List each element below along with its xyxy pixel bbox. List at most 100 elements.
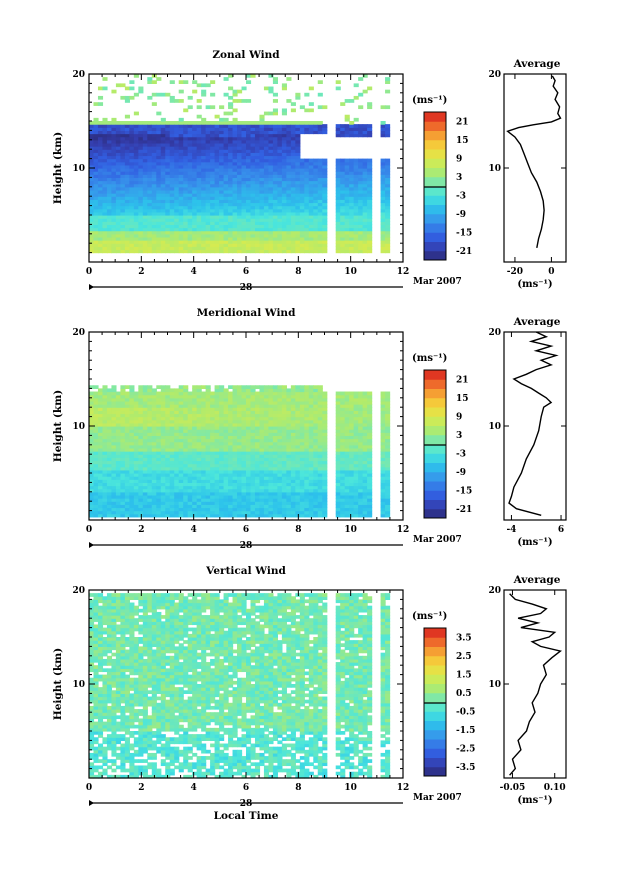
heatmap-cell	[299, 199, 305, 204]
heatmap-cell	[281, 404, 287, 408]
heatmap-cell	[295, 246, 301, 251]
heatmap-cell	[313, 218, 319, 222]
heatmap-cell	[317, 444, 323, 449]
heatmap-cell	[259, 224, 265, 229]
heatmap-cell	[124, 142, 130, 147]
heatmap-cell	[219, 404, 225, 408]
heatmap-cell	[281, 224, 287, 229]
heatmap-cell	[192, 89, 198, 94]
heatmap-cell	[111, 404, 117, 408]
heatmap-cell	[156, 447, 162, 452]
heatmap-cell	[160, 485, 166, 490]
heatmap-cell	[286, 186, 292, 191]
heatmap-cell	[219, 513, 225, 518]
heatmap-cell	[241, 451, 247, 455]
heatmap-cell	[147, 205, 153, 210]
heatmap-cell	[93, 510, 99, 515]
heatmap-cell	[201, 233, 207, 238]
heatmap-cell	[313, 473, 319, 477]
heatmap-cell	[138, 410, 144, 415]
heatmap-cell	[272, 99, 278, 103]
heatmap-cell	[142, 127, 148, 131]
heatmap-cell	[174, 498, 180, 502]
heatmap-cell	[89, 146, 95, 150]
heatmap-cell	[210, 246, 216, 251]
heatmap-cell	[241, 432, 247, 436]
heatmap-cell	[259, 186, 265, 191]
heatmap-cell	[349, 246, 355, 251]
heatmap-cell	[165, 218, 171, 222]
heatmap-cell	[93, 161, 99, 166]
heatmap-cell	[317, 218, 323, 222]
heatmap-cell	[223, 208, 229, 213]
heatmap-cell	[263, 211, 270, 216]
heatmap-cell	[322, 469, 328, 474]
heatmap-cell	[295, 208, 301, 213]
heatmap-cell	[232, 435, 238, 440]
heatmap-cell	[286, 202, 292, 207]
heatmap-cell	[353, 177, 359, 182]
heatmap-cell	[89, 136, 95, 141]
heatmap-cell	[219, 510, 225, 515]
heatmap-cell	[299, 174, 305, 178]
heatmap-cell	[340, 205, 346, 210]
heatmap-cell	[254, 504, 261, 509]
heatmap-cell	[228, 86, 234, 91]
heatmap-cell	[102, 488, 108, 493]
heatmap-cell	[214, 404, 220, 408]
heatmap-cell	[268, 385, 274, 389]
heatmap-cell	[263, 494, 270, 499]
heatmap-cell	[259, 463, 265, 468]
heatmap-cell	[286, 196, 292, 200]
heatmap-cell	[115, 426, 121, 430]
heatmap-cell	[196, 404, 202, 408]
heatmap-cell	[205, 416, 211, 421]
heatmap-cell	[254, 227, 261, 232]
heatmap-cell	[281, 388, 287, 393]
heatmap-cell	[263, 155, 270, 160]
heatmap-cell	[102, 136, 108, 141]
heatmap-cell	[160, 180, 166, 185]
heatmap-cell	[353, 240, 359, 244]
heatmap-cell	[281, 236, 287, 241]
heatmap-cell	[201, 186, 207, 191]
heatmap-cell	[205, 202, 211, 207]
heatmap-cell	[106, 504, 113, 509]
heatmap-cell	[299, 510, 305, 515]
heatmap-cell	[97, 196, 104, 200]
heatmap-cell	[97, 501, 104, 505]
heatmap-cell	[97, 391, 104, 396]
heatmap-cell	[147, 133, 153, 138]
heatmap-cell	[358, 199, 364, 204]
heatmap-cell	[281, 494, 287, 499]
heatmap-cell	[290, 466, 296, 471]
heatmap-cell	[219, 183, 225, 188]
heatmap-cell	[268, 441, 274, 446]
heatmap-cell	[246, 407, 252, 411]
heatmap-cell	[196, 391, 202, 396]
heatmap-cell	[237, 99, 243, 103]
heatmap-cell	[367, 202, 373, 207]
heatmap-cell	[232, 491, 238, 496]
heatmap-cell	[322, 240, 328, 244]
heatmap-cell	[147, 177, 153, 182]
heatmap-cell	[246, 451, 252, 455]
heatmap-cell	[335, 208, 341, 213]
heatmap-cell	[385, 105, 391, 110]
heatmap-cell	[106, 196, 113, 200]
heatmap-cell	[232, 139, 238, 144]
heatmap-cell	[106, 441, 113, 446]
heatmap-cell	[367, 240, 373, 244]
heatmap-cell	[192, 385, 198, 389]
heatmap-cell	[219, 457, 225, 462]
heatmap-cell	[259, 133, 265, 138]
heatmap-cell	[178, 124, 184, 128]
heatmap-cell	[272, 444, 278, 449]
heatmap-cell	[250, 404, 256, 408]
heatmap-cell	[97, 491, 104, 496]
heatmap-cell	[380, 230, 386, 235]
heatmap-cell	[367, 215, 373, 219]
heatmap-cell	[232, 501, 238, 505]
heatmap-cell	[174, 221, 180, 225]
heatmap-cell	[272, 149, 278, 153]
